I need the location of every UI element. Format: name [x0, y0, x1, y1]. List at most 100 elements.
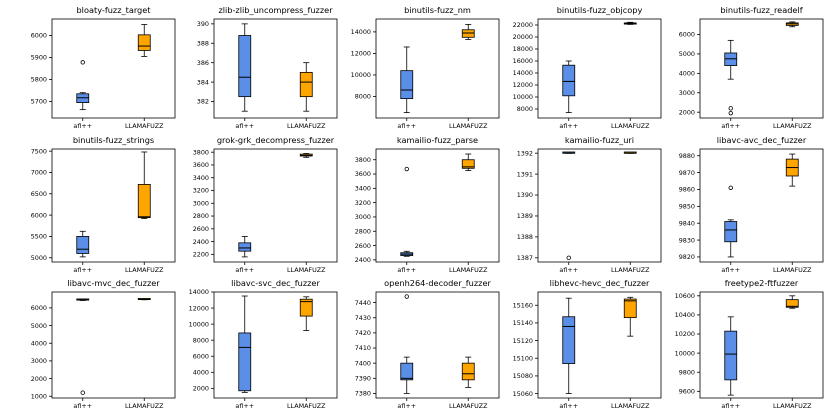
chart-panel: bloaty-fuzz_target 5700 5800 5900 6000 afl++ L…	[31, 5, 176, 130]
y-tick-label: 9880	[679, 152, 695, 160]
y-tick-label: 2600	[355, 242, 371, 250]
iqr-box	[724, 221, 738, 243]
y-tick-label: 1388	[517, 233, 533, 241]
x-tick-label: LLAMAFUZZ	[773, 122, 812, 130]
outlier-point	[80, 60, 85, 65]
box-llamafuzz	[785, 153, 799, 187]
chart-panel: libavc-avc_dec_fuzzer 9820 9830 9840 9850 986…	[679, 135, 824, 274]
iqr-box	[137, 34, 151, 51]
box-afl	[724, 316, 738, 396]
box-llamafuzz	[137, 297, 151, 301]
y-tick-label: 5800	[31, 76, 47, 84]
iqr-box	[400, 362, 414, 381]
y-tick-label: 12000	[351, 50, 371, 58]
y-tick-label: 9830	[679, 236, 695, 244]
y-tick-label: 10000	[675, 349, 695, 357]
x-tick-label: afl++	[73, 266, 92, 274]
box-llamafuzz	[137, 24, 151, 57]
y-tick-label: 10200	[675, 330, 695, 338]
y-tick-label: 9860	[679, 186, 695, 194]
x-tick-label: LLAMAFUZZ	[449, 122, 488, 130]
y-tick-label: 5700	[31, 98, 47, 106]
chart-panel: libavc-mvc_dec_fuzzer 1000 2000 3000 4000 500…	[31, 278, 176, 410]
y-tick-label: 9800	[679, 368, 695, 376]
y-tick-label: 2000	[31, 375, 47, 383]
y-tick-label: 7000	[31, 169, 47, 177]
x-tick-label: LLAMAFUZZ	[611, 266, 650, 274]
iqr-box	[299, 71, 313, 98]
box-afl	[724, 185, 738, 258]
box-afl	[76, 60, 90, 111]
box-llamafuzz	[299, 62, 313, 112]
plot-frame	[213, 291, 338, 399]
x-tick-label: afl++	[721, 266, 740, 274]
plot-frame	[375, 291, 500, 399]
plot-frame	[537, 291, 662, 399]
box-llamafuzz	[623, 296, 637, 337]
x-tick-label: afl++	[73, 402, 92, 410]
y-tick-label: 1391	[517, 170, 533, 178]
chart-panel: binutils-fuzz_nm 8000 10000 12000 14000 afl++…	[351, 5, 500, 130]
box-llamafuzz	[785, 295, 799, 309]
y-tick-label: 6000	[193, 352, 209, 360]
y-tick-label: 7430	[355, 314, 371, 322]
y-tick-label: 14000	[513, 69, 533, 77]
box-llamafuzz	[137, 151, 151, 219]
y-tick-label: 7400	[355, 359, 371, 367]
y-tick-label: 2400	[193, 238, 209, 246]
y-tick-label: 6000	[31, 32, 47, 40]
y-tick-label: 3600	[193, 161, 209, 169]
x-tick-label: afl++	[559, 266, 578, 274]
outlier-point	[728, 110, 733, 116]
chart-panel: libhevc-hevc_dec_fuzzer 15060 15080 15100 15…	[513, 278, 662, 410]
x-tick-label: afl++	[559, 122, 578, 130]
y-tick-label: 3200	[355, 199, 371, 207]
y-tick-label: 9840	[679, 219, 695, 227]
x-tick-label: LLAMAFUZZ	[611, 122, 650, 130]
chart-panel: binutils-fuzz_strings 5000 5500 6000 6500 700…	[31, 135, 176, 274]
y-tick-label: 8000	[517, 105, 533, 113]
y-tick-label: 12000	[513, 81, 533, 89]
box-llamafuzz	[785, 21, 799, 28]
y-tick-label: 3400	[355, 185, 371, 193]
y-tick-label: 2400	[355, 256, 371, 264]
box-llamafuzz	[623, 21, 637, 25]
y-tick-label: 7440	[355, 299, 371, 307]
plot-frame	[537, 18, 662, 119]
y-tick-label: 20000	[513, 33, 533, 41]
iqr-box	[400, 70, 414, 100]
y-tick-label: 9820	[679, 253, 695, 261]
chart-panel: grok-grk_decompress_fuzzer 2200 2400 2600 28…	[193, 135, 338, 274]
iqr-box	[785, 299, 799, 308]
y-tick-label: 4000	[679, 70, 695, 78]
y-tick-label: 9870	[679, 169, 695, 177]
box-afl	[238, 295, 252, 393]
box-afl	[76, 230, 90, 258]
y-tick-label: 4000	[193, 369, 209, 377]
chart-panel: freetype2-ftfuzzer 9600 9800 10000 10200 1040…	[675, 278, 824, 410]
y-tick-label: 3200	[193, 187, 209, 195]
y-tick-label: 14000	[351, 28, 371, 36]
y-tick-label: 15060	[513, 390, 533, 398]
outlier-point	[728, 185, 733, 190]
x-tick-label: afl++	[397, 402, 416, 410]
y-tick-label: 10000	[513, 93, 533, 101]
plot-frame	[375, 18, 500, 119]
iqr-box	[76, 236, 90, 254]
y-tick-label: 15140	[513, 319, 533, 327]
chart-title: binutils-fuzz_strings	[73, 135, 154, 145]
y-tick-label: 18000	[513, 45, 533, 53]
chart-panel: openh264-decoder_fuzzer 7380 7390 7400 7410 7…	[355, 278, 500, 410]
x-tick-label: afl++	[559, 402, 578, 410]
chart-title: libavc-mvc_dec_fuzzer	[67, 278, 160, 288]
box-afl	[724, 39, 738, 116]
x-tick-label: afl++	[721, 122, 740, 130]
y-tick-label: 5900	[31, 54, 47, 62]
y-tick-label: 5000	[31, 322, 47, 330]
plot-frame	[51, 291, 176, 399]
y-tick-label: 16000	[513, 57, 533, 65]
y-tick-label: 3000	[193, 199, 209, 207]
chart-panel: binutils-fuzz_objcopy 8000 10000 12000 14000…	[513, 5, 662, 130]
y-tick-label: 12000	[189, 304, 209, 312]
